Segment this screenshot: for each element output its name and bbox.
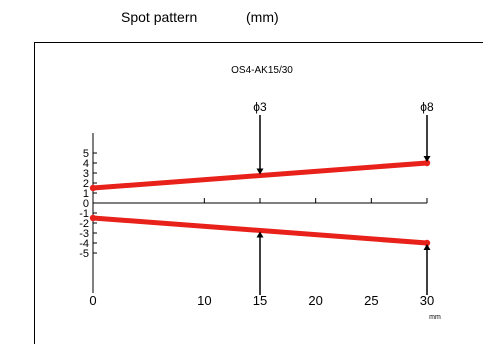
x-tick-label: 0 — [89, 293, 96, 308]
annotation-label: ϕ3 — [253, 100, 267, 114]
y-tick-label: 3 — [83, 168, 89, 180]
chart-title: OS4-AK15/30 — [231, 65, 293, 76]
y-tick-label: 1 — [83, 188, 89, 200]
x-tick-label: 15 — [253, 293, 267, 308]
x-tick-label: 25 — [364, 293, 378, 308]
header-unit: (mm) — [246, 9, 279, 25]
series-line-2 — [92, 215, 428, 246]
annotation-arrow-head — [256, 231, 264, 238]
y-tick-label: -2 — [79, 218, 89, 230]
y-tick-label: -5 — [79, 248, 89, 260]
series-point — [89, 184, 97, 192]
y-tick-label: 2 — [83, 178, 89, 190]
annotation-arrow-head — [256, 168, 264, 175]
chart-panel: OS4-AK15/30 mm 5 4 3 2 1 0 -1 -2 -3 -4 -5 0 10 15 20 25… — [34, 42, 483, 344]
x-axis-unit-label: mm — [429, 314, 441, 321]
x-tick-label: 30 — [420, 293, 434, 308]
header-title: Spot pattern — [121, 9, 198, 25]
y-tick-label: 0 — [83, 198, 89, 210]
x-tick-label: 20 — [308, 293, 322, 308]
y-tick-label: 4 — [83, 158, 89, 170]
series-point — [423, 159, 431, 167]
series-point — [89, 214, 97, 222]
y-tick-label: -1 — [79, 208, 89, 220]
x-tick-label: 10 — [197, 293, 211, 308]
annotation-arrow-head — [423, 156, 431, 162]
annotation-label: ϕ8 — [420, 100, 434, 114]
annotation-arrow-head — [423, 244, 431, 250]
series-line-1 — [92, 160, 428, 191]
series-point — [423, 239, 431, 247]
y-tick-label: -4 — [79, 238, 89, 250]
y-tick-label: 5 — [83, 148, 89, 160]
y-tick-label: -3 — [79, 228, 89, 240]
